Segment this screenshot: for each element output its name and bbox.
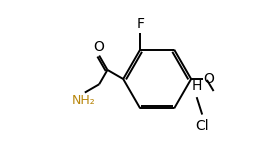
Text: O: O bbox=[203, 72, 214, 86]
Text: H: H bbox=[192, 79, 202, 93]
Text: Cl: Cl bbox=[195, 118, 209, 133]
Text: NH₂: NH₂ bbox=[72, 94, 96, 107]
Text: O: O bbox=[93, 40, 104, 54]
Text: F: F bbox=[136, 17, 144, 31]
